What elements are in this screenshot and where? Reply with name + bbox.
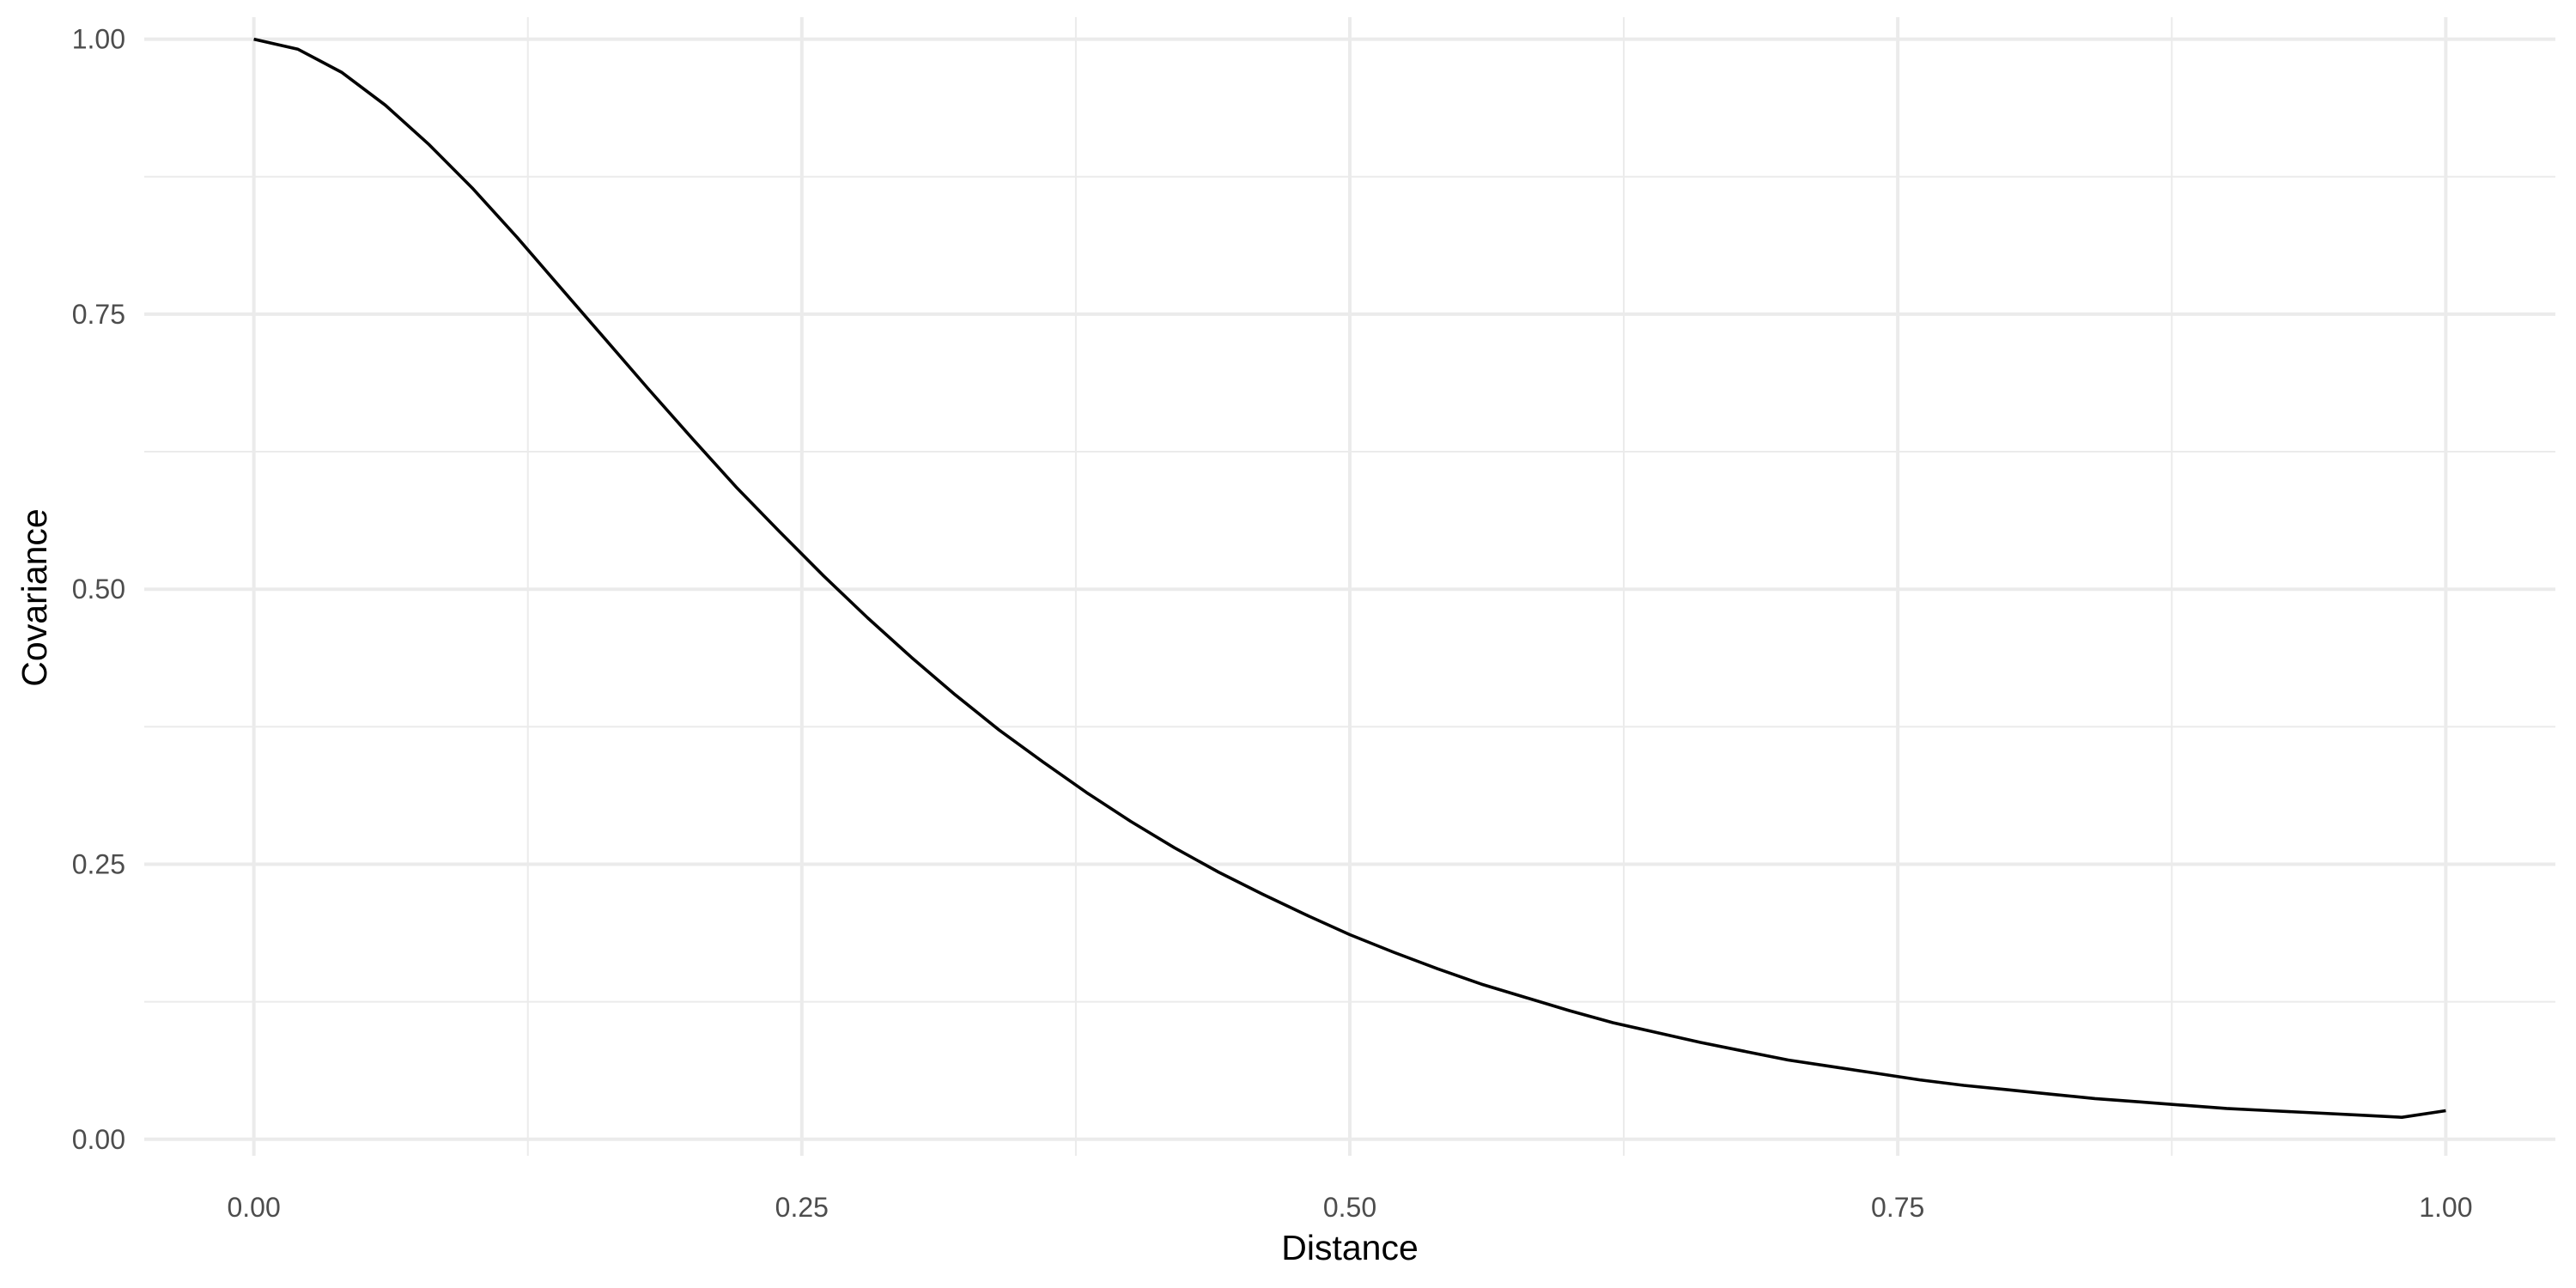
x-tick-label: 0.75	[1871, 1192, 1924, 1223]
x-tick-label: 0.25	[775, 1192, 829, 1223]
x-tick-label: 0.50	[1323, 1192, 1376, 1223]
series-layer	[253, 37, 2446, 1119]
x-tick-label: 1.00	[2419, 1192, 2472, 1223]
major-gridlines	[144, 17, 2555, 1156]
y-tick-label: 1.00	[72, 24, 125, 55]
y-tick-label: 0.25	[72, 848, 125, 879]
y-axis-title: Covariance	[15, 508, 54, 686]
x-axis-title: Distance	[1281, 1228, 1419, 1267]
y-tick-label: 0.00	[72, 1124, 125, 1155]
y-axis-ticks: 0.00 0.25 0.50 0.75 1.00	[72, 24, 125, 1155]
y-tick-label: 0.50	[72, 574, 125, 605]
x-tick-label: 0.00	[227, 1192, 280, 1223]
x-axis-ticks: 0.00 0.25 0.50 0.75 1.00	[227, 1192, 2472, 1223]
covariance-line	[253, 37, 2446, 1119]
y-tick-label: 0.75	[72, 299, 125, 330]
